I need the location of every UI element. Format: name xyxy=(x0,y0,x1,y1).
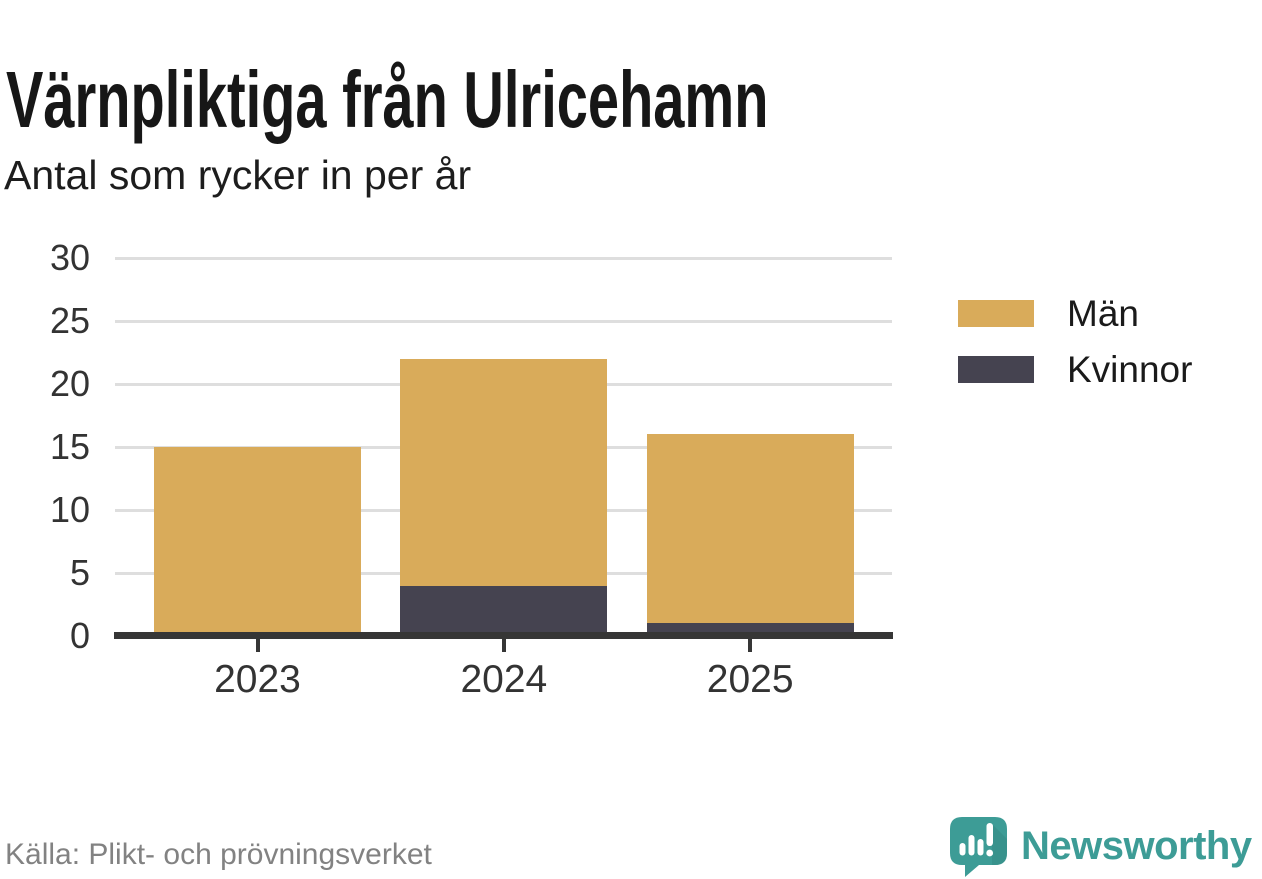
legend-label-män: Män xyxy=(1067,293,1139,334)
x-tick-mark-2024 xyxy=(501,639,506,652)
y-tick-label-25: 25 xyxy=(49,300,90,341)
legend-swatch-kvinnor xyxy=(958,356,1034,383)
x-tick-mark-2025 xyxy=(748,639,753,652)
y-tick-label-15: 15 xyxy=(49,426,90,467)
page-title: Värnpliktiga från Ulricehamn xyxy=(6,54,769,144)
x-axis-baseline xyxy=(114,632,893,639)
bar-segment-män-2023 xyxy=(154,447,361,636)
y-tick-label-0: 0 xyxy=(69,615,90,656)
y-tick-label-5: 5 xyxy=(69,552,90,593)
x-tick-label-2024: 2024 xyxy=(460,658,548,701)
chart-legend: Män Kvinnor xyxy=(958,295,1192,412)
y-tick-label-10: 10 xyxy=(49,489,90,530)
brand-logo: Newsworthy xyxy=(948,815,1252,878)
newsworthy-logo-icon xyxy=(950,817,1007,877)
legend-swatch-män xyxy=(958,300,1034,327)
gridline-25 xyxy=(115,319,892,323)
source-attribution: Källa: Plikt- och prövningsverket xyxy=(5,838,432,871)
x-tick-label-2025: 2025 xyxy=(706,658,794,701)
legend-item-män: Män xyxy=(958,295,1192,332)
x-tick-mark-2023 xyxy=(255,639,260,652)
legend-label-kvinnor: Kvinnor xyxy=(1067,349,1193,390)
legend-item-kvinnor: Kvinnor xyxy=(958,351,1192,388)
bar-segment-män-2025 xyxy=(646,434,854,624)
chart-subtitle: Antal som rycker in per år xyxy=(4,152,472,198)
bar-segment-män-2024 xyxy=(400,358,608,586)
y-tick-label-30: 30 xyxy=(49,237,90,278)
x-tick-label-2023: 2023 xyxy=(214,658,301,701)
y-tick-label-20: 20 xyxy=(49,363,90,404)
plot-area xyxy=(115,256,892,636)
bar-segment-kvinnor-2024 xyxy=(400,585,608,636)
brand-name: Newsworthy xyxy=(1021,824,1252,868)
gridline-30 xyxy=(115,256,892,260)
